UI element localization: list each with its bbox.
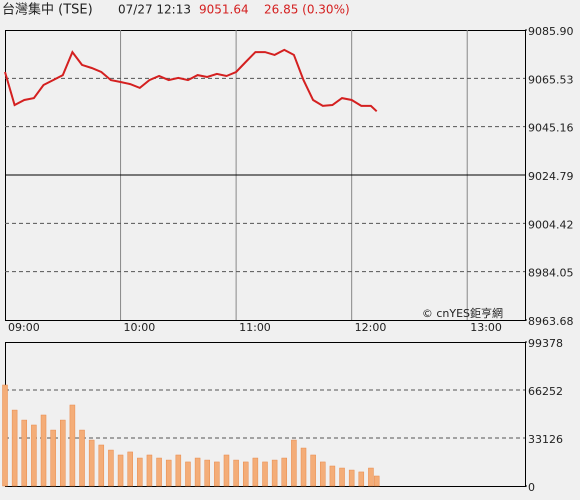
volume-bar <box>117 454 124 487</box>
price-line <box>4 48 378 113</box>
volume-bar <box>21 419 28 487</box>
volume-bar <box>31 424 37 487</box>
volume-bar <box>156 457 162 487</box>
y-tick-label: 9085.90 <box>528 25 574 38</box>
y-tick-label: 0 <box>528 481 535 494</box>
volume-bar <box>281 457 288 487</box>
y-tick-label: 66252 <box>528 385 563 398</box>
volume-bar <box>40 414 47 487</box>
volume-bar <box>175 454 182 487</box>
y-tick-label: 9045.16 <box>528 122 574 135</box>
volume-bar <box>329 465 336 487</box>
y-tick-label: 9065.53 <box>528 73 574 86</box>
volume-bar <box>185 461 191 487</box>
volume-bar <box>204 459 210 487</box>
header-price: 9051.64 <box>199 3 249 17</box>
y-tick-label: 33126 <box>528 433 563 446</box>
volume-bar <box>50 429 56 487</box>
x-tick-label: 09:00 <box>8 321 40 334</box>
volume-bar <box>146 454 153 487</box>
x-tick-label: 13:00 <box>470 321 502 334</box>
volume-bar <box>137 457 143 487</box>
y-tick-label: 8984.05 <box>528 267 574 280</box>
volume-bar <box>214 461 220 487</box>
volume-bar <box>11 409 18 487</box>
volume-bar <box>165 459 172 487</box>
volume-bar <box>310 454 316 487</box>
volume-bar <box>339 467 345 487</box>
volume-bar <box>233 459 239 487</box>
volume-bar <box>348 469 355 487</box>
header-title: 台灣集中 (TSE) <box>2 2 93 18</box>
volume-bar <box>127 451 133 487</box>
y-tick-label: 9004.42 <box>528 218 574 231</box>
volume-bar <box>358 471 365 487</box>
volume-bar <box>291 439 297 487</box>
header-time: 07/27 12:13 <box>118 3 191 17</box>
volume-bar <box>320 461 326 487</box>
volume-bar <box>194 457 201 487</box>
volume-bar <box>300 447 307 487</box>
volume-bar <box>88 439 95 487</box>
x-tick-label: 12:00 <box>355 321 387 334</box>
y-tick-label: 8963.68 <box>528 315 574 328</box>
volume-bar <box>60 419 66 487</box>
volume-bar <box>79 429 85 487</box>
y-tick-label: 99378 <box>528 337 563 350</box>
volume-bar <box>271 459 278 487</box>
volume-bar <box>252 457 259 487</box>
volume-bar <box>98 444 105 487</box>
volume-bar <box>223 454 230 487</box>
volume-bar <box>108 449 114 487</box>
x-tick-label: 11:00 <box>239 321 271 334</box>
y-tick-label: 9024.79 <box>528 170 574 183</box>
header-change: 26.85 (0.30%) <box>264 3 350 17</box>
x-tick-label: 10:00 <box>124 321 156 334</box>
volume-bar <box>2 384 8 487</box>
volume-bar <box>242 461 249 487</box>
volume-bar <box>69 404 76 487</box>
volume-bar <box>262 461 268 487</box>
volume-bar <box>368 467 374 487</box>
volume-bar <box>373 475 380 487</box>
watermark: © cnYES鉅亨網 <box>422 306 503 320</box>
